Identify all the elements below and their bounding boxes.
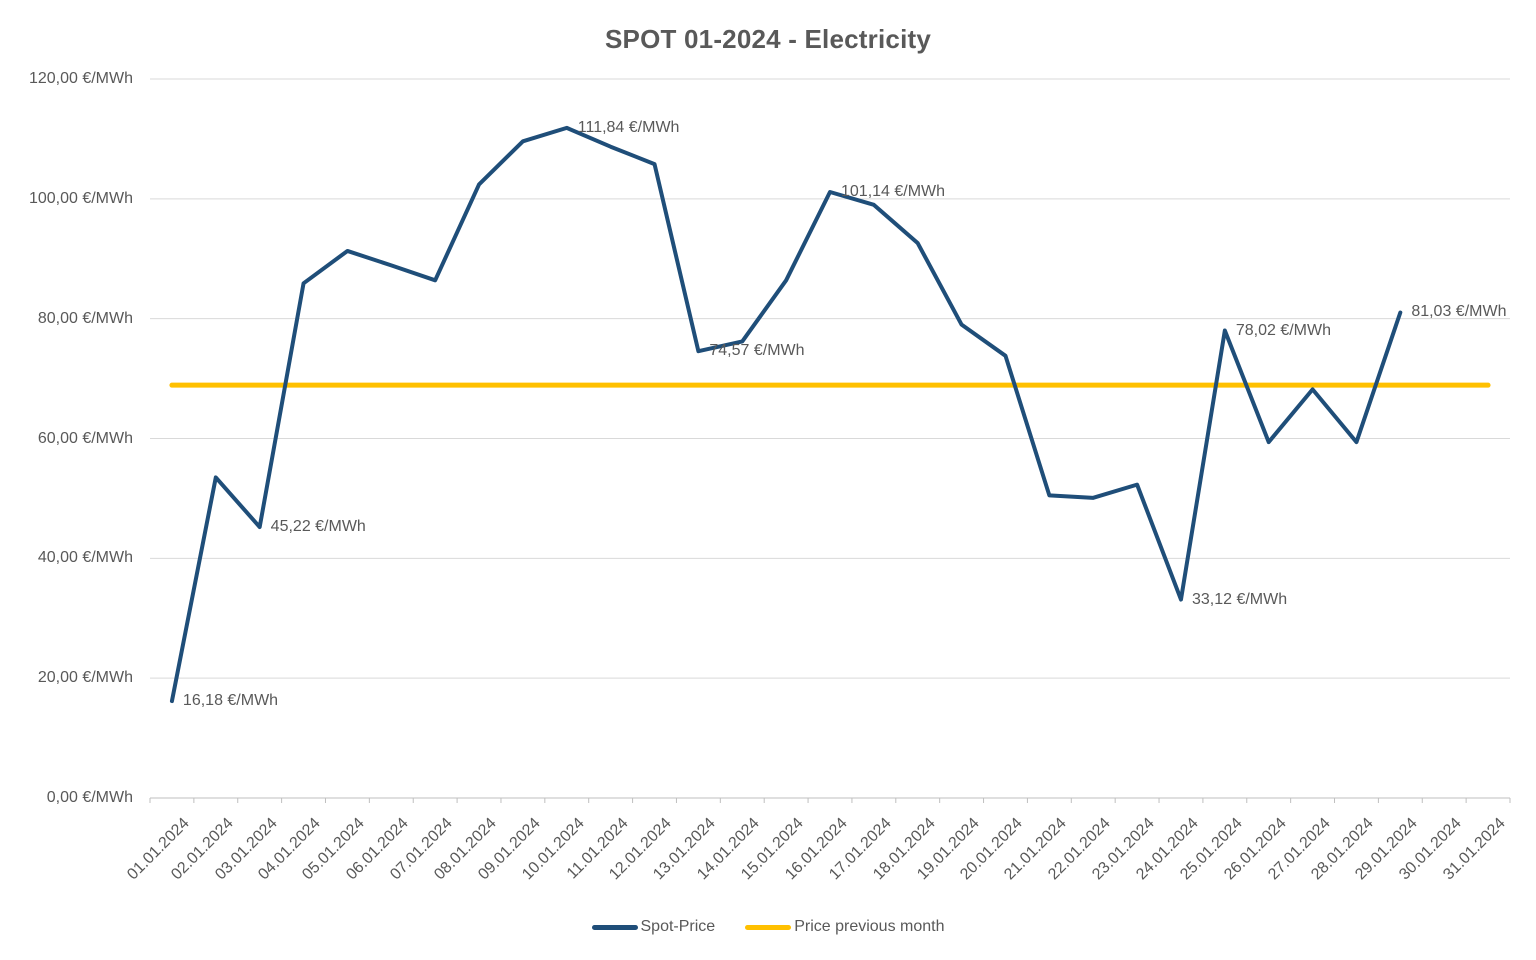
y-axis-tick-label: 100,00 €/MWh [28,189,133,207]
data-point-label: 111,84 €/MWh [577,118,680,136]
legend-item-spot-price: Spot-Price [591,918,716,936]
legend-label-price-previous-month: Price previous month [794,918,945,935]
spot-price-line [169,125,1403,704]
legend: Spot-Price Price previous month [0,913,1536,941]
data-point-label: 78,02 €/MWh [1235,321,1331,339]
y-axis-tick-label: 0,00 €/MWh [46,789,133,806]
price-previous-month-line-swatch-icon [745,924,792,930]
y-axis-tick-label: 20,00 €/MWh [37,669,133,687]
data-point-label: 45,22 €/MWh [270,518,366,536]
data-point-label: 81,03 €/MWh [1411,303,1507,321]
data-point-label: 16,18 €/MWh [182,692,279,710]
y-axis-tick-label: 60,00 €/MWh [37,429,133,447]
spot-price-line-swatch-icon [591,924,638,930]
y-axis-tick-label: 120,00 €/MWh [28,70,133,87]
data-point-label: 101,14 €/MWh [841,183,946,200]
chart-title: SPOT 01-2024 - Electricity [604,24,932,54]
legend-label-spot-price: Spot-Price [640,918,716,935]
legend-item-price-previous-month: Price previous month [745,918,945,936]
data-point-label: 33,12 €/MWh [1191,590,1288,608]
y-axis-tick-label: 80,00 €/MWh [37,309,133,327]
data-point-label: 74,57 €/MWh [709,342,805,360]
y-axis-tick-label: 40,00 €/MWh [37,549,133,567]
